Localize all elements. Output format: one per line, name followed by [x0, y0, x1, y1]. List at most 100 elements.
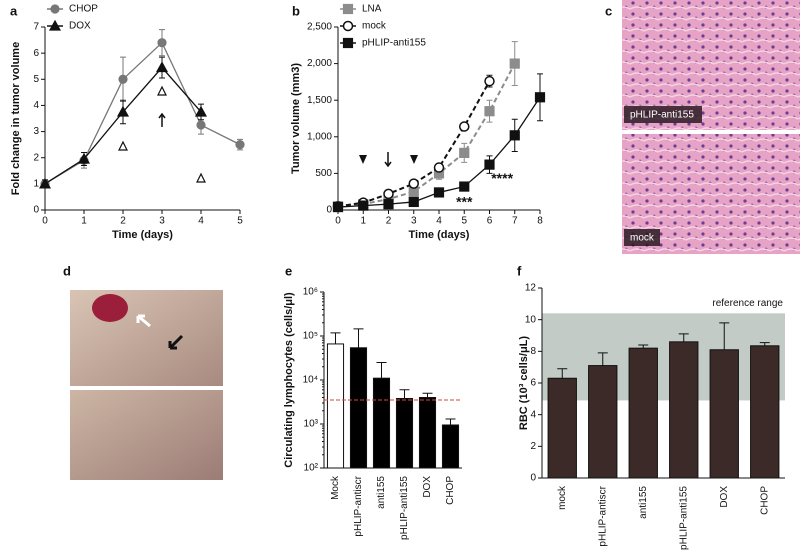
point — [383, 199, 394, 210]
bar — [441, 424, 460, 469]
x-tick-label: 7 — [512, 216, 518, 227]
y-axis-label: Fold change in tumor volume — [10, 42, 22, 195]
mouse-photo — [70, 390, 223, 480]
point — [433, 162, 445, 173]
y-tick-label: 2 — [33, 152, 39, 163]
panel-label: c — [605, 3, 612, 18]
error-bar — [330, 332, 341, 344]
x-tick-label: 0 — [335, 216, 341, 227]
x-tick-label: 2 — [386, 216, 392, 227]
point — [196, 120, 206, 130]
x-tick-label: CHOP — [759, 486, 770, 515]
point — [509, 130, 520, 141]
x-tick-label: Mock — [330, 475, 341, 500]
x-tick-label: pHLIP-anti155 — [678, 486, 689, 550]
y-tick-label: 500 — [315, 168, 332, 179]
y-tick-label: 10⁵ — [303, 331, 318, 342]
y-tick-label: 10⁶ — [303, 287, 318, 298]
y-tick-label: 0 — [326, 205, 332, 216]
x-tick-label: 1 — [81, 216, 87, 227]
error-bar — [638, 344, 649, 349]
x-tick-label: DOX — [422, 476, 433, 498]
y-tick-label: 7 — [33, 22, 39, 33]
arrow — [158, 112, 166, 127]
bar — [372, 377, 391, 469]
reference-range — [542, 313, 785, 401]
x-tick-label: 4 — [436, 216, 442, 227]
point — [484, 159, 495, 170]
point — [408, 178, 419, 189]
panel-label: a — [10, 3, 18, 18]
y-tick-label: 6 — [33, 48, 39, 59]
arrow — [384, 152, 392, 168]
bar — [349, 347, 368, 469]
point — [509, 58, 520, 69]
x-tick-label: DOX — [719, 486, 730, 508]
error-bar — [719, 322, 730, 350]
y-tick-label: 5 — [33, 74, 39, 85]
x-tick-label: 2 — [120, 216, 126, 227]
panel-label: d — [63, 263, 71, 278]
error-bar — [353, 328, 364, 348]
panel-label: e — [285, 263, 292, 278]
x-tick-label: 0 — [42, 216, 48, 227]
y-tick-label: 2,500 — [307, 22, 332, 33]
bar — [709, 349, 739, 479]
point — [459, 147, 470, 159]
error-bar — [399, 389, 410, 399]
x-tick-label: CHOP — [445, 476, 456, 505]
reference-label: reference range — [712, 298, 783, 309]
panel-label: f — [517, 263, 522, 278]
annotation: *** — [456, 193, 473, 209]
y-tick-label: 6 — [530, 378, 536, 389]
x-tick-label: pHLIP-antiscr — [353, 475, 364, 536]
x-tick-label: anti155 — [638, 486, 649, 519]
bar — [395, 397, 414, 469]
y-tick-label: 10² — [304, 463, 319, 474]
y-tick-label: 2 — [530, 441, 536, 452]
marker-annotation — [118, 85, 206, 183]
bar — [418, 397, 437, 469]
treatment-marker — [359, 155, 418, 164]
point — [157, 38, 167, 48]
bar — [547, 377, 577, 479]
point — [534, 92, 546, 103]
point — [484, 106, 495, 117]
legend-label: DOX — [69, 21, 91, 32]
y-tick-label: 8 — [530, 346, 536, 357]
point — [235, 140, 245, 150]
point — [194, 105, 208, 117]
x-tick-label: mock — [557, 485, 568, 510]
point — [332, 201, 344, 213]
x-tick-label: 3 — [159, 216, 165, 227]
x-tick-label: pHLIP-anti155 — [399, 476, 410, 540]
x-tick-label: 8 — [537, 216, 543, 227]
point — [155, 61, 169, 73]
legend-marker — [48, 19, 62, 31]
error-bar — [445, 418, 456, 425]
point — [118, 74, 128, 84]
error-bar — [759, 342, 770, 346]
series-line — [337, 63, 516, 208]
y-tick-label: 0 — [530, 473, 536, 484]
error-bar — [422, 392, 433, 398]
bar — [588, 365, 618, 479]
error-bar — [678, 333, 689, 342]
y-tick-label: 4 — [530, 409, 536, 420]
caption-box — [624, 229, 660, 246]
point — [484, 75, 495, 87]
bar — [669, 341, 699, 479]
point — [358, 200, 369, 211]
y-tick-label: 10³ — [304, 419, 319, 430]
x-tick-label: 6 — [487, 216, 493, 227]
y-tick-label: 10⁴ — [303, 375, 318, 386]
point — [408, 196, 419, 208]
series-line — [44, 41, 241, 185]
y-tick-label: 1 — [33, 178, 39, 189]
caption-box — [624, 106, 702, 123]
y-tick-label: 4 — [33, 100, 39, 111]
y-axis-label: RBC (10³ cells/μL) — [518, 336, 530, 430]
y-tick-label: 0 — [33, 205, 39, 216]
tumor — [92, 294, 128, 322]
